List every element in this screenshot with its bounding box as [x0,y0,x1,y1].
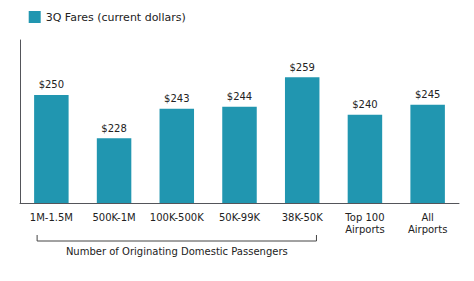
svg-text:100K-500K: 100K-500K [150,212,204,223]
svg-text:500K-1M: 500K-1M [92,212,135,223]
svg-text:$244: $244 [227,91,252,102]
svg-text:All: All [421,212,433,223]
svg-text:$259: $259 [289,62,314,73]
svg-text:$243: $243 [164,93,189,104]
svg-text:$240: $240 [352,99,377,110]
svg-text:Number of Originating Domestic: Number of Originating Domestic Passenger… [66,246,288,257]
svg-text:1M-1.5M: 1M-1.5M [30,212,73,223]
svg-text:3Q Fares (current dollars): 3Q Fares (current dollars) [46,11,186,24]
svg-text:38K-50K: 38K-50K [282,212,324,223]
svg-text:$250: $250 [39,79,64,90]
svg-text:$245: $245 [415,89,440,100]
svg-text:$228: $228 [101,123,126,134]
svg-text:50K-99K: 50K-99K [219,212,261,223]
svg-text:Airports: Airports [345,224,384,235]
svg-text:Top 100: Top 100 [344,212,384,223]
svg-text:Airports: Airports [408,224,447,235]
